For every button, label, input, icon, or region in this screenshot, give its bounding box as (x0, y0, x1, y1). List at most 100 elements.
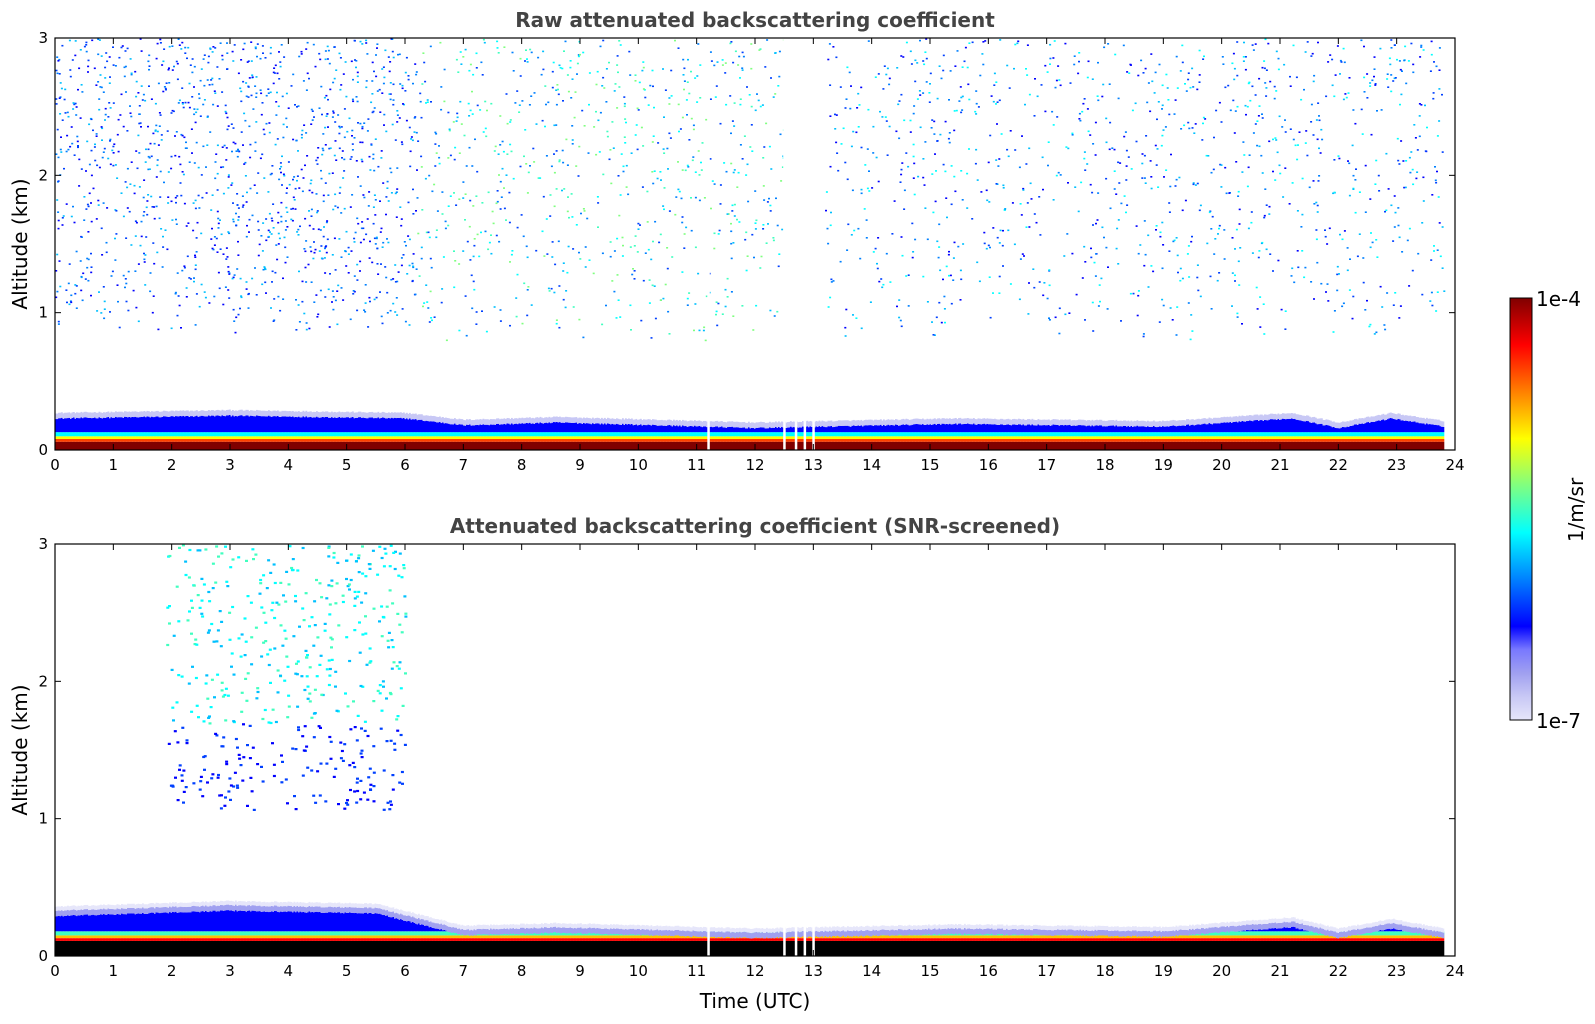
heatmap-cell (239, 436, 242, 440)
heatmap-cell (202, 439, 204, 442)
heatmap-cell (514, 418, 516, 424)
heatmap-cell (998, 441, 1001, 450)
heatmap-cell (764, 439, 767, 442)
heatmap-cell (251, 439, 254, 442)
heatmap-cell (911, 439, 914, 442)
heatmap-cell (892, 425, 894, 433)
heatmap-cell (1069, 436, 1071, 440)
heatmap-cell (416, 441, 419, 450)
heatmap-cell (106, 436, 108, 440)
heatmap-cell (613, 436, 615, 440)
heatmap-cell (488, 436, 491, 440)
heatmap-cell (776, 427, 779, 433)
heatmap-cell (289, 432, 291, 437)
heatmap-cell (490, 439, 492, 442)
heatmap-cell (71, 432, 74, 437)
heatmap-cell (362, 432, 365, 437)
heatmap-cell (973, 432, 975, 437)
heatmap-cell (1042, 439, 1044, 442)
heatmap-cell (430, 439, 432, 442)
heatmap-cell (1090, 426, 1092, 433)
heatmap-cell (985, 432, 987, 437)
heatmap-cell (413, 413, 416, 420)
heatmap-cell (1084, 439, 1086, 442)
heatmap-cell (973, 418, 975, 424)
heatmap-cell (1042, 432, 1044, 437)
heatmap-cell (1259, 432, 1262, 437)
heatmap-cell (485, 432, 488, 437)
heatmap-cell (715, 421, 717, 427)
heatmap-cell (1184, 436, 1187, 440)
heatmap-cell (643, 424, 645, 433)
heatmap-cell (187, 410, 189, 416)
heatmap-cell (1184, 432, 1187, 437)
heatmap-cell (772, 441, 774, 450)
heatmap-cell (1214, 423, 1217, 433)
heatmap-cell (916, 436, 918, 440)
heatmap-cell (586, 441, 588, 450)
heatmap-cell (565, 441, 567, 450)
heatmap-cell (1205, 432, 1208, 437)
heatmap-cell (658, 436, 660, 440)
heatmap-cell (113, 439, 116, 442)
panel-raw: Raw attenuated backscattering coefficien… (8, 8, 1465, 474)
heatmap-cell (109, 439, 111, 442)
heatmap-cell (1135, 420, 1137, 427)
heatmap-cell (445, 432, 447, 437)
heatmap-cell (937, 436, 939, 440)
heatmap-cell (269, 410, 272, 417)
heatmap-cell (1285, 432, 1287, 437)
heatmap-cell (862, 432, 864, 437)
heatmap-cell (1105, 421, 1107, 427)
heatmap-cell (1177, 420, 1179, 427)
heatmap-cell (1100, 425, 1103, 433)
heatmap-cell (128, 441, 131, 450)
heatmap-cell (1121, 439, 1124, 442)
heatmap-cell (1076, 436, 1079, 440)
heatmap-cell (461, 441, 464, 450)
heatmap-cell (514, 436, 516, 440)
heatmap-cell (665, 420, 668, 426)
heatmap-cell (1097, 425, 1100, 433)
heatmap-cell (1027, 436, 1029, 440)
heatmap-cell (622, 439, 624, 442)
heatmap-cell (589, 436, 591, 440)
heatmap-cell (712, 421, 714, 428)
heatmap-cell (752, 436, 755, 440)
heatmap-cell (433, 432, 435, 437)
heatmap-cell (67, 436, 69, 440)
heatmap-cell (101, 418, 104, 433)
heatmap-cell (1079, 425, 1082, 433)
heatmap-cell (1022, 436, 1025, 440)
heatmap-cell (305, 416, 308, 433)
heatmap-cell (137, 412, 140, 418)
heatmap-cell (275, 436, 278, 440)
heatmap-cell (776, 441, 779, 450)
heatmap-cell (788, 427, 791, 433)
heatmap-cell (131, 439, 134, 442)
heatmap-cell (719, 421, 722, 427)
heatmap-cell (133, 411, 135, 418)
heatmap-cell (1271, 413, 1274, 420)
heatmap-cell (463, 432, 465, 437)
heatmap-cell (854, 441, 857, 450)
heatmap-cell (287, 436, 290, 440)
heatmap-cell (625, 423, 627, 433)
heatmap-cell (1031, 441, 1034, 450)
heatmap-cell (1184, 425, 1187, 433)
heatmap-cell (1265, 414, 1268, 421)
heatmap-cell (1040, 419, 1043, 426)
heatmap-cell (332, 441, 335, 450)
heatmap-cell (209, 432, 212, 437)
heatmap-cell (829, 432, 831, 437)
heatmap-cell (1037, 424, 1040, 433)
heatmap-cell (1013, 436, 1016, 440)
heatmap-cell (110, 439, 113, 442)
heatmap-cell (859, 436, 861, 440)
heatmap-cell (535, 441, 537, 450)
heatmap-cell (341, 411, 344, 418)
heatmap-cell (467, 425, 470, 433)
heatmap-cell (1018, 424, 1020, 433)
heatmap-cell (1270, 436, 1272, 440)
heatmap-cell (1028, 432, 1031, 437)
